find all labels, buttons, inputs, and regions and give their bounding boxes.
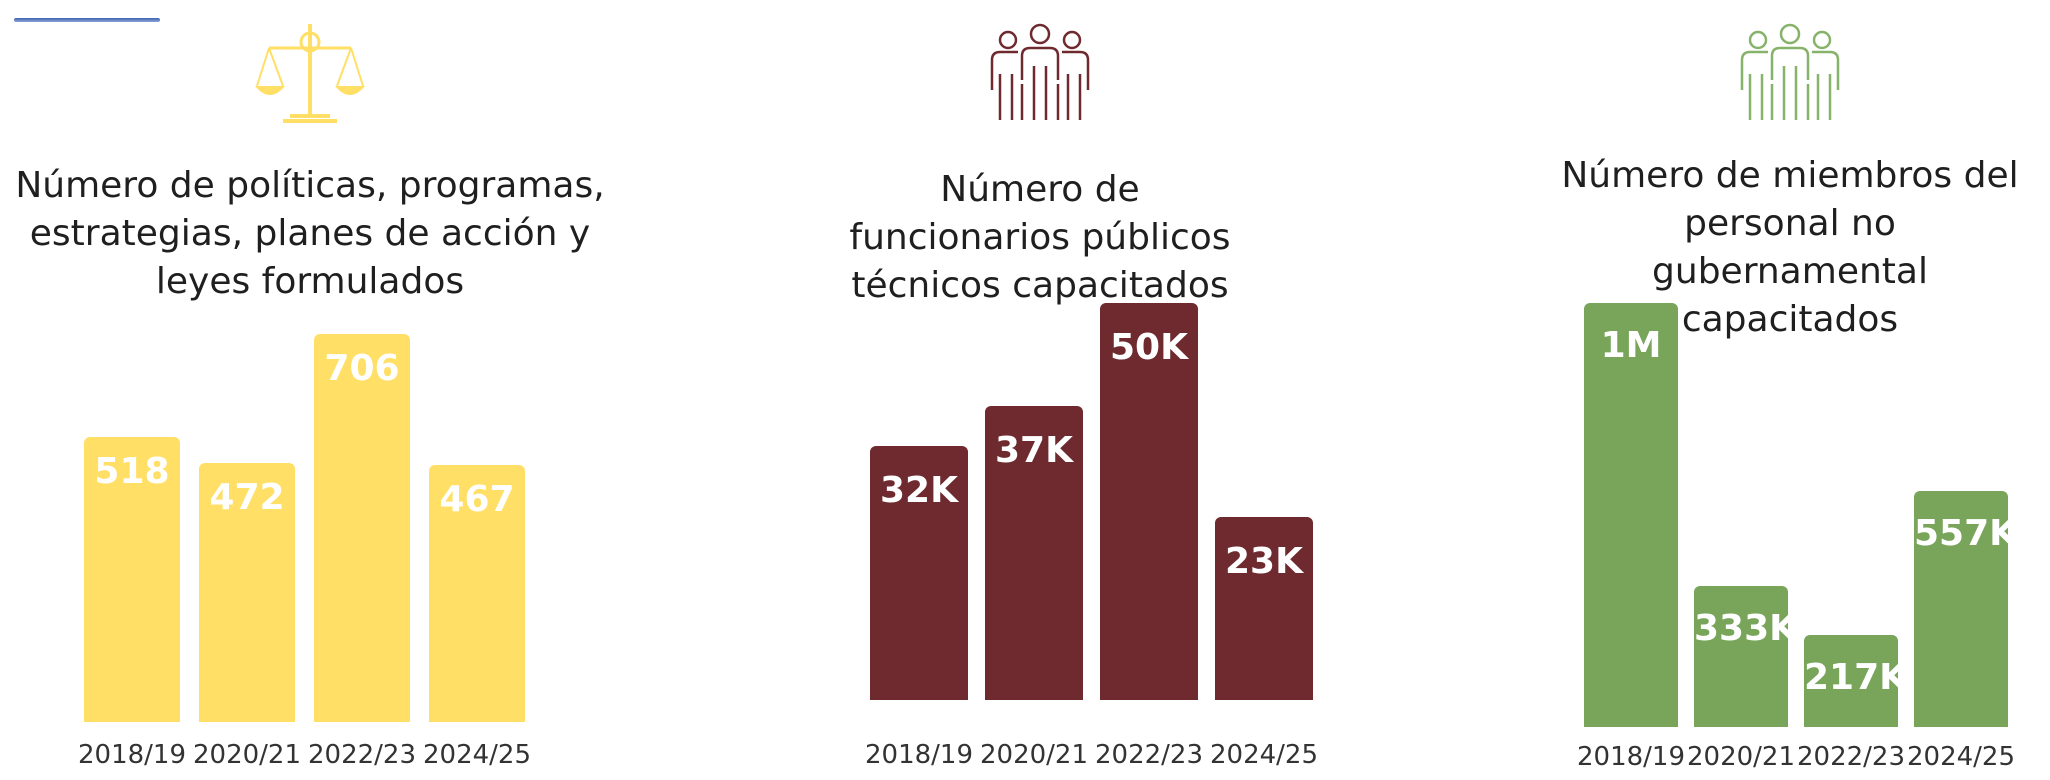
bar-data-label: 472 — [209, 477, 285, 518]
x-tick-label: 2020/21 — [1686, 742, 1795, 772]
bar-data-label: 217K — [1804, 657, 1908, 698]
bar-data-label: 706 — [324, 348, 400, 389]
x-tick-label: 2018/19 — [864, 740, 973, 770]
chart-title: Número de funcionarios públicos técnicos… — [849, 169, 1231, 306]
bar-data-label: 467 — [439, 479, 515, 520]
chart-panel-public-officials: Número de funcionarios públicos técnicos… — [740, 0, 1340, 780]
bar-data-label: 50K — [1110, 327, 1188, 368]
bar: 706 — [314, 334, 410, 722]
x-tick-label: 2022/23 — [1094, 740, 1203, 770]
x-tick-label: 2022/23 — [1796, 742, 1905, 772]
x-tick-label: 2018/19 — [1576, 742, 1685, 772]
scales-of-justice-icon — [255, 24, 365, 123]
x-tick-label: 2022/23 — [307, 740, 416, 770]
bar-data-label: 518 — [94, 451, 170, 492]
bar: 467 — [429, 465, 525, 722]
bar: 472 — [199, 463, 295, 722]
chart-title: Número de miembros del personal no guber… — [1561, 155, 2019, 340]
x-tick-label: 2024/25 — [422, 740, 531, 770]
x-tick-label: 2020/21 — [192, 740, 301, 770]
chart-panel-policies: Número de políticas, programas, estrateg… — [0, 0, 620, 780]
bar: 518 — [84, 437, 180, 722]
bar-data-label: 37K — [995, 430, 1073, 471]
bar: 32K — [870, 446, 968, 700]
group-people-icon — [1740, 23, 1840, 120]
x-tick-label: 2018/19 — [77, 740, 186, 770]
bar: 557K — [1914, 491, 2018, 727]
bar-data-label: 23K — [1225, 541, 1303, 582]
bar: 23K — [1215, 517, 1313, 700]
bar: 50K — [1100, 303, 1198, 700]
bar: 333K — [1694, 586, 1798, 727]
x-tick-label: 2024/25 — [1209, 740, 1318, 770]
bar: 37K — [985, 406, 1083, 700]
chart-title: Número de políticas, programas, estrateg… — [15, 165, 605, 302]
top-accent-line — [14, 18, 160, 22]
chart-panel-non-government-staff: Número de miembros del personal no guber… — [1540, 0, 2040, 780]
bar-data-label: 333K — [1694, 608, 1798, 649]
group-people-icon — [990, 23, 1090, 120]
bar-data-label: 32K — [880, 470, 958, 511]
bar: 1M — [1584, 303, 1678, 727]
bar-data-label: 1M — [1600, 325, 1662, 366]
x-tick-label: 2024/25 — [1906, 742, 2015, 772]
bar: 217K — [1804, 635, 1908, 727]
x-tick-label: 2020/21 — [979, 740, 1088, 770]
bar-data-label: 557K — [1914, 513, 2018, 554]
